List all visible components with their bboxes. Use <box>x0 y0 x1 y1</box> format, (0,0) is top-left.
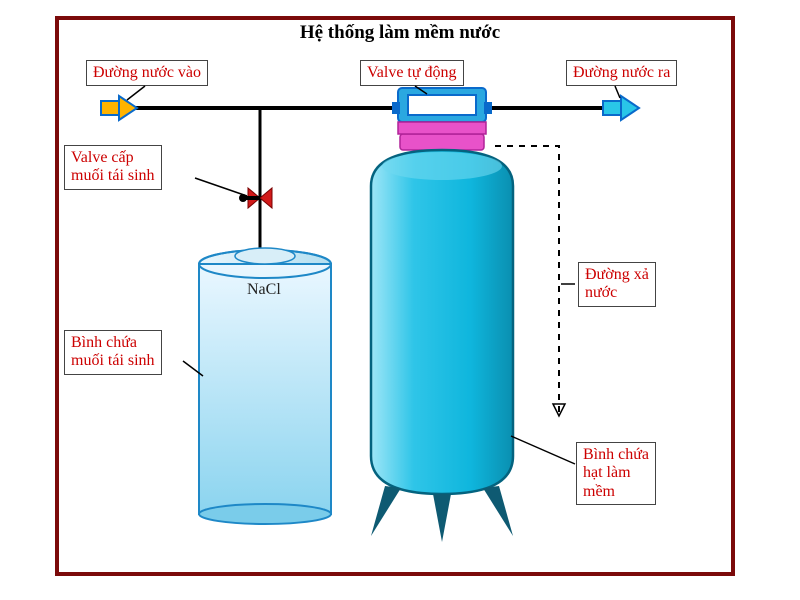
brine-valve-icon <box>239 188 272 208</box>
arrow-inlet-icon <box>101 96 137 120</box>
diagram-canvas: NaCl <box>55 16 735 576</box>
resin-tank-icon <box>371 134 513 542</box>
pointer-inlet <box>127 86 145 100</box>
pointer-resintank <box>511 436 575 464</box>
nacl-label: NaCl <box>247 281 281 298</box>
arrow-outlet-icon <box>603 96 639 120</box>
auto-valve-icon <box>392 88 492 134</box>
pointer-brinevalve <box>195 178 247 196</box>
pointer-outlet <box>615 86 620 98</box>
